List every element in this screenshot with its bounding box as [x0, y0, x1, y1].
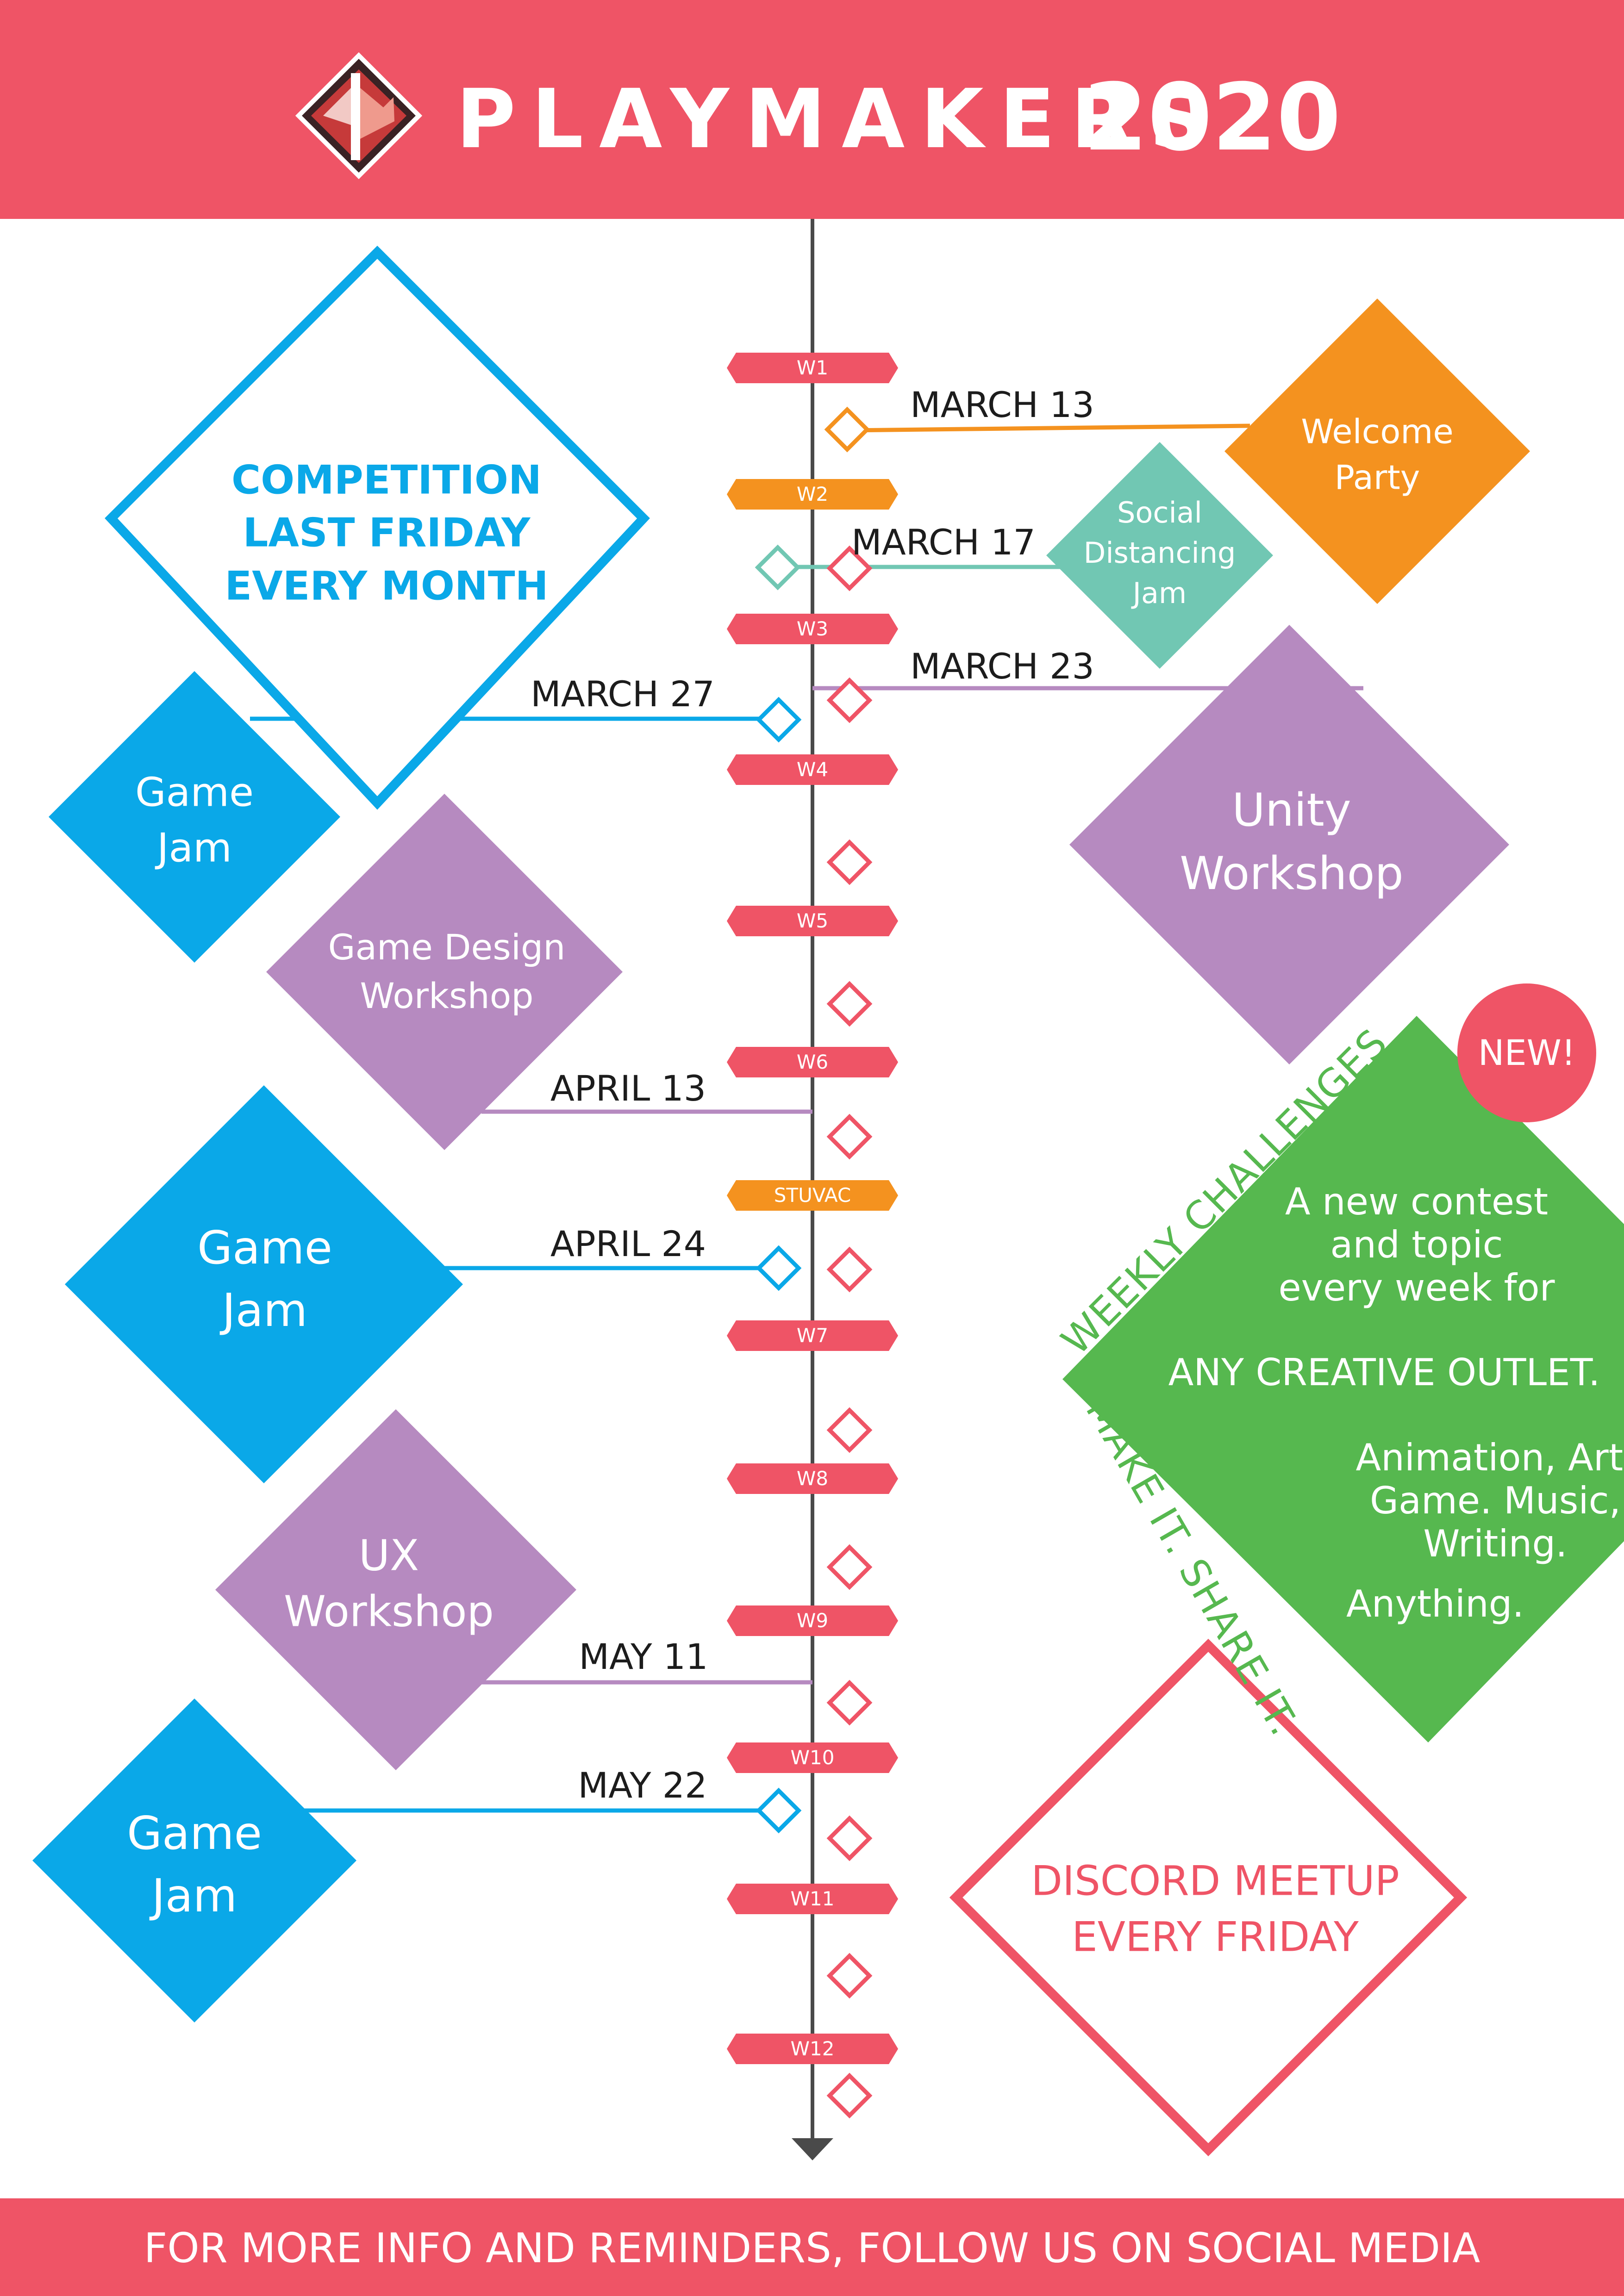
friday-marker-diamond: [826, 1407, 873, 1453]
date-march-13: MARCH 13: [910, 384, 1094, 425]
new-badge: [1457, 983, 1596, 1122]
connector-welcome-party: [847, 423, 1250, 433]
weekly-challenges-diamond: [1062, 1016, 1624, 1742]
date-may-22: MAY 22: [578, 1765, 707, 1806]
welcome-party-marker: [824, 406, 870, 453]
friday-marker-diamond: [826, 1680, 873, 1726]
social-distancing-jam-marker: [755, 544, 801, 591]
week-label-w10: W10: [790, 1746, 835, 1769]
friday-marker-diamond: [826, 1114, 873, 1160]
new-badge-label: NEW!: [1478, 1032, 1576, 1073]
friday-marker-diamond: [826, 839, 873, 885]
weekly-challenges-highlight: ANY CREATIVE OUTLET.: [1168, 1351, 1600, 1394]
friday-marker-diamond: [826, 981, 873, 1027]
brand-title: PLAYMAKERS: [456, 72, 1224, 167]
week-tag-w1: [727, 353, 898, 383]
week-label-w2: W2: [796, 483, 829, 505]
week-tag-stuvac: [727, 1180, 898, 1211]
game-jam-2-marker: [756, 1245, 802, 1291]
date-april-24: APRIL 24: [550, 1223, 706, 1264]
competition-label: COMPETITION LAST FRIDAY EVERY MONTH: [225, 457, 549, 610]
week-tag-w4: [727, 754, 898, 785]
friday-marker-diamond: [826, 1246, 873, 1293]
unity-workshop-label: Unity Workshop: [1180, 784, 1404, 900]
playmakers-logo-icon: [295, 52, 423, 180]
week-tag-w10: [727, 1742, 898, 1773]
game-jam-1-label: Game Jam: [135, 769, 254, 871]
game-design-workshop-label: Game Design Workshop: [328, 927, 566, 1016]
week-label-w11: W11: [790, 1887, 835, 1910]
game-jam-2-label: Game Jam: [197, 1221, 332, 1337]
friday-marker-diamond: [826, 2072, 873, 2119]
week-tag-w2: [727, 479, 898, 510]
game-jam-3-diamond: [32, 1699, 356, 2022]
welcome-party-label: Welcome Party: [1301, 412, 1454, 497]
week-label-w8: W8: [796, 1467, 829, 1490]
year-title: 2020: [1083, 64, 1341, 172]
header-banner: [0, 0, 1624, 219]
friday-marker-diamond: [826, 545, 873, 591]
game-jam-2-diamond: [65, 1085, 463, 1483]
date-march-23: MARCH 23: [910, 646, 1094, 687]
date-march-17: MARCH 17: [851, 522, 1036, 563]
game-jam-1-diamond: [49, 671, 340, 963]
date-april-13: APRIL 13: [550, 1068, 706, 1109]
competition-diamond: [105, 245, 650, 810]
week-tag-w8: [727, 1463, 898, 1494]
footer-banner: [0, 2198, 1624, 2296]
week-tag-w7: [727, 1320, 898, 1351]
week-label-w4: W4: [796, 758, 829, 781]
ux-workshop-label: UX Workshop: [284, 1531, 494, 1636]
discord-label: DISCORD MEETUP EVERY FRIDAY: [1031, 1857, 1399, 1961]
game-jam-3-label: Game Jam: [127, 1807, 262, 1923]
weekly-challenges-intro: A new contest and topic every week for: [1278, 1180, 1555, 1309]
week-label-w1: W1: [796, 356, 829, 379]
game-jam-3-marker: [756, 1787, 802, 1834]
week-tag-w12: [727, 2034, 898, 2064]
game-jam-1-marker: [756, 697, 802, 743]
week-label-w9: W9: [796, 1609, 829, 1632]
friday-marker-diamond: [826, 677, 873, 723]
discord-diamond: [949, 1638, 1468, 2157]
social-distancing-jam-diamond: [1046, 442, 1273, 669]
weekly-challenges-closing: Anything.: [1346, 1582, 1524, 1625]
ux-workshop-diamond: [215, 1409, 576, 1770]
date-may-11: MAY 11: [579, 1636, 708, 1677]
week-label-w7: W7: [796, 1324, 829, 1347]
week-label-w3: W3: [796, 617, 829, 640]
date-march-27: MARCH 27: [531, 673, 715, 715]
welcome-party-diamond: [1224, 299, 1530, 604]
week-label-stuvac: STUVAC: [774, 1184, 851, 1207]
week-tag-w11: [727, 1884, 898, 1914]
week-tag-w6: [727, 1047, 898, 1077]
unity-workshop-diamond: [1069, 625, 1509, 1064]
week-tag-w3: [727, 614, 898, 644]
week-tag-w5: [727, 906, 898, 936]
week-tags: [727, 353, 898, 2064]
weekly-challenges-list: Animation, Art, Game. Music, Writing.: [1355, 1436, 1624, 1565]
week-label-w12: W12: [790, 2037, 835, 2060]
friday-marker-diamond: [826, 1544, 873, 1590]
social-distancing-jam-label: Social Distancing Jam: [1083, 495, 1236, 610]
week-tag-w9: [727, 1605, 898, 1636]
week-label-w5: W5: [796, 909, 829, 932]
friday-marker-diamond: [826, 1953, 873, 1999]
footer-text: FOR MORE INFO AND REMINDERS, FOLLOW US O…: [144, 2224, 1480, 2272]
friday-markers: [826, 545, 873, 2119]
game-design-workshop-diamond: [266, 794, 623, 1150]
week-label-w6: W6: [796, 1051, 829, 1073]
friday-marker-diamond: [826, 1815, 873, 1861]
